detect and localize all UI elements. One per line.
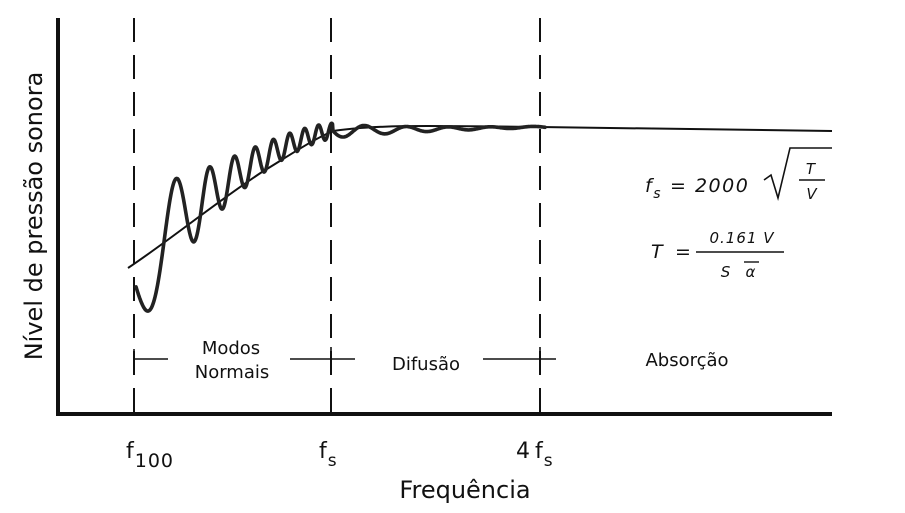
tick-label-fs: fs <box>319 439 338 471</box>
y-axis-title: Nível de pressão sonora <box>20 72 48 361</box>
formula-fs-numerator: T <box>806 160 817 178</box>
oscillating-response-curve <box>134 121 547 313</box>
formula-t-equals: = <box>675 241 692 263</box>
formula-t-numerator: 0.161 V <box>710 229 776 247</box>
region-label-absorcao: Absorção <box>645 350 728 371</box>
formula-fs-denominator: V <box>806 185 818 203</box>
tick-label-f100: f100 <box>126 439 174 472</box>
formula-t-lhs: T <box>651 241 664 263</box>
region-markers <box>133 347 556 371</box>
schroeder-frequency-formula: fs = 2000 T V <box>645 147 832 203</box>
reverberation-time-formula: T = 0.161 V S α <box>651 229 784 281</box>
x-axis-title: Frequência <box>399 476 530 504</box>
formula-fs-equals: = 2000 <box>670 175 749 197</box>
region-label-normais: Normais <box>195 362 270 383</box>
square-root-sign <box>763 147 832 202</box>
formula-fs-lhs: fs <box>645 175 662 202</box>
formula-t-denominator-alpha: α <box>746 263 757 281</box>
formula-t-denominator-s: S <box>721 263 732 281</box>
region-label-difusao: Difusão <box>392 354 460 375</box>
tick-label-4fs: 4 fs <box>516 439 554 471</box>
region-label-modos: Modos <box>202 338 260 359</box>
